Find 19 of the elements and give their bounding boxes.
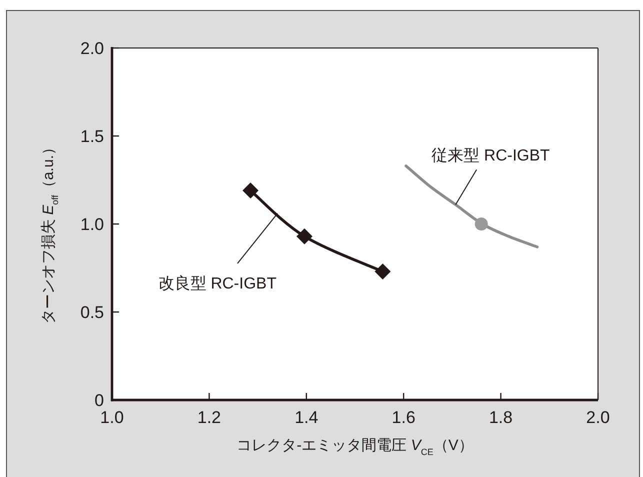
x-tick-label: 2.0 xyxy=(586,408,610,427)
y-tick-label: 1.5 xyxy=(80,127,104,146)
point xyxy=(374,264,391,280)
point xyxy=(474,218,488,230)
x-tick-label: 1.4 xyxy=(294,408,318,427)
series-label: 従来型 RC-IGBT xyxy=(432,146,550,165)
line-series xyxy=(404,164,539,248)
x-tick-label: 1.8 xyxy=(488,408,513,427)
point xyxy=(296,228,312,244)
x-tick-label: 1.0 xyxy=(100,408,124,427)
y-tick-label: 1.0 xyxy=(80,215,104,234)
y-tick-label: 0 xyxy=(94,391,104,410)
y-tick-label: 2.0 xyxy=(80,39,104,58)
text: 改良型 RC-IGBT xyxy=(158,274,277,292)
x-tick-label: 1.2 xyxy=(197,408,222,427)
x-axis-title: コレクタ-エミッタ間電圧 V$_{CE}$（V） xyxy=(236,437,474,457)
y-tick-label: 0.5 xyxy=(80,303,104,322)
x-tick-label: 1.6 xyxy=(392,408,416,427)
point xyxy=(242,182,259,199)
